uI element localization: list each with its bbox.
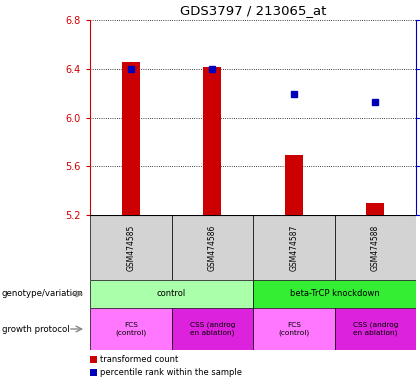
Bar [171,215,253,280]
Text: CSS (androg
en ablation): CSS (androg en ablation) [352,322,398,336]
Text: genotype/variation: genotype/variation [2,290,84,298]
Bar [122,62,140,215]
Text: GSM474585: GSM474585 [126,224,135,271]
Text: GSM474586: GSM474586 [208,224,217,271]
Text: FCS
(control): FCS (control) [115,322,147,336]
Bar [253,280,416,308]
Bar [253,215,334,280]
Text: FCS
(control): FCS (control) [278,322,310,336]
Text: transformed count: transformed count [100,355,178,364]
Bar [171,308,253,350]
Text: CSS (androg
en ablation): CSS (androg en ablation) [189,322,235,336]
Bar [90,308,171,350]
Text: beta-TrCP knockdown: beta-TrCP knockdown [290,290,379,298]
Bar [90,280,253,308]
Bar [334,215,416,280]
Bar [90,215,171,280]
Bar [253,308,334,350]
Bar [90,369,97,376]
Title: GDS3797 / 213065_at: GDS3797 / 213065_at [180,5,326,17]
Bar [334,308,416,350]
Text: GSM474588: GSM474588 [371,224,380,271]
Text: percentile rank within the sample: percentile rank within the sample [100,367,242,377]
Text: growth protocol: growth protocol [2,324,70,333]
Bar [203,67,221,215]
Text: GSM474587: GSM474587 [289,224,298,271]
Bar [366,204,384,215]
Text: control: control [157,290,186,298]
Bar [90,356,97,363]
Bar [285,155,303,215]
